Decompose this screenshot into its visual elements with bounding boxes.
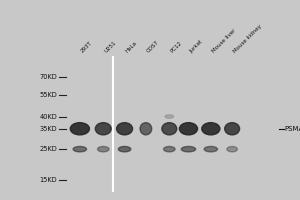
Ellipse shape [202,123,220,135]
Ellipse shape [70,123,89,135]
Ellipse shape [164,146,175,152]
Ellipse shape [95,123,111,135]
Ellipse shape [140,123,152,135]
Text: Jurkat: Jurkat [188,39,203,54]
Ellipse shape [165,115,174,118]
Text: COS7: COS7 [146,40,160,54]
Text: HeLa: HeLa [124,41,138,54]
Text: 55KD: 55KD [39,92,57,98]
Ellipse shape [73,146,87,152]
Text: Mouse kidney: Mouse kidney [232,24,262,54]
Ellipse shape [181,146,196,152]
Text: 70KD: 70KD [39,74,57,80]
Ellipse shape [117,123,133,135]
Ellipse shape [204,146,218,152]
Ellipse shape [98,146,109,152]
Ellipse shape [118,146,131,152]
Text: 40KD: 40KD [39,114,57,120]
Text: 25KD: 25KD [39,146,57,152]
Ellipse shape [225,123,240,135]
Ellipse shape [227,146,237,152]
Text: PC12: PC12 [169,41,183,54]
Text: PSMA4: PSMA4 [284,126,300,132]
Ellipse shape [179,123,197,135]
Text: 293T: 293T [80,41,93,54]
Text: 35KD: 35KD [39,126,57,132]
Text: Mouse liver: Mouse liver [211,28,237,54]
Text: 15KD: 15KD [39,177,57,183]
Text: U251: U251 [103,40,117,54]
Ellipse shape [162,123,177,135]
